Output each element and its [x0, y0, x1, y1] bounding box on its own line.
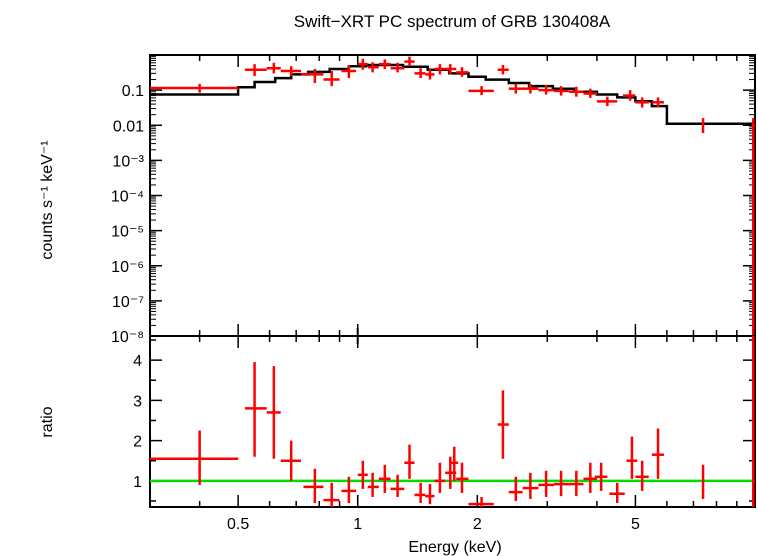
- spectrum-data-point: [596, 96, 618, 107]
- ratio-data-point: [357, 460, 368, 489]
- spectrum-data-point: [390, 62, 405, 73]
- ratio-data-point: [341, 476, 356, 503]
- ratio-data-point: [378, 464, 391, 493]
- spectrum-data-point: [635, 97, 649, 108]
- ratio-data-point: [752, 336, 755, 507]
- spectrum-data-point: [301, 68, 324, 83]
- spectrum-data-point: [266, 62, 281, 74]
- spectrum-panel: 0.1 0.01 10⁻³ 10⁻⁴ 10⁻⁵ 10⁻⁶ 10⁻⁷ 10⁻⁸: [111, 54, 756, 346]
- y-tick-label: 1: [133, 474, 142, 491]
- spectrum-data-point: [434, 64, 446, 75]
- x-axis-label: Energy (keV): [408, 539, 501, 556]
- x-tick-label: 5: [631, 516, 640, 533]
- x-tick-label: 2: [473, 516, 482, 533]
- y-axis-label-ratio: ratio: [39, 406, 56, 437]
- ratio-data-point: [303, 468, 324, 503]
- ratio-data-point: [434, 462, 446, 493]
- spectrum-data-point: [323, 71, 340, 87]
- x-tick-label: 0.5: [227, 516, 249, 533]
- spectrum-data-point: [425, 68, 435, 80]
- y-tick-label: 10⁻⁷: [112, 294, 144, 311]
- ratio-data-point: [626, 436, 638, 479]
- ratio-data-point: [367, 472, 379, 497]
- ratio-data-point: [609, 482, 625, 503]
- spectrum-data-point: [341, 64, 356, 79]
- ratio-data-point: [451, 446, 459, 481]
- spectrum-data-point: [508, 83, 523, 94]
- spectrum-data-point: [456, 67, 469, 77]
- y-tick-label: 2: [133, 434, 142, 451]
- spectrum-data-point: [404, 56, 415, 67]
- ratio-data-point: [266, 366, 281, 459]
- ratio-data-point: [390, 474, 405, 497]
- spectrum-data-point: [445, 64, 457, 75]
- spectrum-data-point: [150, 83, 239, 93]
- spectrum-frame: [149, 54, 756, 337]
- spectrum-data-point: [622, 90, 636, 101]
- chart-title: Swift−XRT PC spectrum of GRB 130408A: [294, 12, 611, 31]
- spectrum-data-point: [538, 84, 555, 95]
- ratio-data-point: [323, 482, 340, 507]
- y-tick-label: 10⁻³: [112, 153, 144, 170]
- spectrum-data-point: [554, 86, 569, 96]
- ratio-data-point: [497, 390, 509, 459]
- x-tick-label: 1: [353, 516, 362, 533]
- ratio-data-point: [150, 430, 239, 485]
- y-tick-label: 10⁻⁴: [111, 189, 144, 206]
- y-axis-label-spectrum: counts s⁻¹ keV⁻¹: [39, 140, 56, 259]
- ratio-data-point: [538, 470, 555, 497]
- ratio-data-point: [522, 472, 539, 499]
- ratio-data-point: [244, 362, 267, 457]
- spectrum-data-point: [367, 62, 379, 73]
- spectrum-data-point: [244, 64, 267, 77]
- ratio-data-point: [554, 470, 569, 497]
- ratio-panel: 0.5 1 2 5 1 2 3 4: [133, 335, 756, 533]
- ratio-data-point: [456, 462, 469, 493]
- ratio-data-point: [583, 462, 597, 493]
- y-tick-label: 0.1: [122, 83, 144, 100]
- spectrum-data-point: [497, 64, 509, 75]
- spectrum-data-point: [468, 86, 494, 96]
- y-tick-label: 3: [133, 393, 142, 410]
- model-line: [150, 63, 755, 145]
- spectrum-data-point: [522, 83, 539, 94]
- ratio-data-point: [651, 428, 664, 479]
- spectrum-data-point: [651, 97, 664, 108]
- spectrum-data-point: [568, 86, 584, 97]
- ratio-data-point: [635, 460, 649, 491]
- ratio-data-point: [414, 482, 426, 503]
- ratio-data-point: [425, 484, 435, 505]
- ratio-data-point: [568, 470, 584, 497]
- spectrum-data-point: [583, 88, 597, 98]
- ratio-frame: [149, 335, 756, 508]
- y-tick-label: 10⁻⁶: [111, 259, 144, 276]
- y-tick-label: 0.01: [113, 118, 144, 135]
- ratio-data-point: [280, 440, 302, 481]
- spectrum-data-point: [357, 58, 368, 70]
- spectrum-data-point: [414, 68, 426, 79]
- ratio-data-point: [404, 444, 415, 479]
- y-tick-label: 10⁻⁸: [111, 329, 144, 346]
- spectrum-data-point: [751, 118, 755, 336]
- ratio-data-point: [468, 496, 494, 507]
- spectrum-data-point: [280, 66, 302, 77]
- spectrum-data-point: [378, 59, 391, 69]
- y-tick-label: 10⁻⁵: [111, 224, 144, 241]
- y-tick-label: 4: [133, 353, 142, 370]
- ratio-data-point: [594, 462, 608, 491]
- ratio-data-point: [508, 476, 523, 501]
